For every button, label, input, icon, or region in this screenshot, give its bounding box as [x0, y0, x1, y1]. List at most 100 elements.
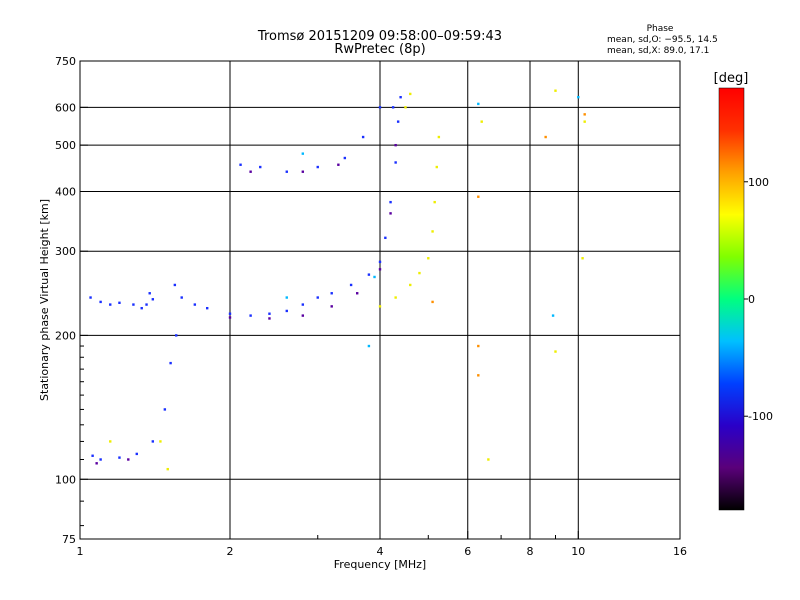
data-point: [477, 195, 480, 198]
data-point: [166, 467, 169, 471]
data-point: [249, 170, 252, 173]
data-point: [487, 458, 490, 461]
data-point: [337, 163, 340, 166]
data-point: [268, 312, 271, 315]
data-point: [367, 273, 371, 276]
data-point: [433, 200, 436, 204]
data-point: [409, 283, 412, 287]
data-point: [175, 334, 178, 337]
x-axis-label: Frequency [MHz]: [334, 558, 426, 571]
data-point: [151, 440, 155, 443]
x-tick-label: 8: [527, 545, 534, 558]
data-point: [109, 303, 112, 306]
data-point: [480, 120, 483, 123]
y-tick-label: 750: [55, 55, 76, 68]
data-point: [109, 440, 112, 443]
data-point: [431, 230, 434, 233]
data-point: [437, 135, 441, 139]
data-point: [239, 163, 242, 166]
data-point: [285, 309, 288, 313]
data-point: [135, 452, 138, 456]
data-point: [396, 120, 400, 123]
y-axis-label: Stationary phase Virtual Height [km]: [38, 199, 51, 401]
data-point: [361, 135, 365, 139]
data-point: [249, 314, 252, 317]
data-point: [343, 156, 347, 160]
x-tick-label: 10: [571, 545, 585, 558]
data-point: [349, 283, 353, 287]
y-tick-label: 300: [55, 245, 76, 258]
data-point: [89, 296, 92, 299]
y-tick-label: 200: [55, 329, 76, 342]
x-tick-label: 1: [77, 545, 84, 558]
data-point: [301, 303, 305, 306]
data-point: [554, 89, 557, 92]
stats-x-mode: mean, sd,X: 89.0, 17.1: [607, 46, 709, 56]
x-tick-label: 2: [227, 545, 234, 558]
data-point: [435, 165, 438, 169]
data-point: [301, 314, 305, 317]
data-point: [418, 271, 421, 275]
colorbar-label: [deg]: [714, 71, 749, 86]
colorbar: [718, 87, 745, 511]
data-point: [394, 161, 397, 164]
data-point: [384, 236, 387, 240]
data-points: [89, 89, 586, 471]
data-point: [99, 458, 102, 461]
x-axis-ticks: 1 2 4 6 8 10 16: [77, 531, 687, 558]
data-point: [118, 456, 121, 459]
data-point: [163, 408, 167, 411]
data-point: [378, 268, 382, 271]
data-point: [367, 344, 371, 348]
data-point: [228, 316, 232, 319]
data-point: [330, 305, 333, 308]
data-point: [132, 303, 135, 306]
colorbar-tick-label: 0: [748, 293, 755, 306]
data-point: [180, 296, 183, 299]
data-point: [378, 305, 382, 308]
colorbar-tick-label: 100: [748, 176, 769, 189]
data-point: [301, 152, 305, 155]
data-point: [169, 361, 172, 365]
y-tick-label: 100: [55, 473, 76, 486]
data-point: [577, 95, 580, 99]
x-tick-label: 4: [377, 545, 384, 558]
data-point: [330, 292, 333, 295]
chart-subtitle: RwPretec (8p): [334, 42, 425, 57]
data-point: [431, 300, 434, 304]
data-point: [355, 292, 359, 295]
data-point: [394, 296, 397, 299]
data-point: [373, 275, 376, 279]
data-point: [228, 312, 232, 315]
data-point: [301, 170, 305, 173]
data-point: [544, 135, 547, 139]
data-point: [583, 113, 586, 116]
data-point: [551, 314, 555, 317]
data-point: [554, 350, 557, 353]
data-point: [477, 344, 480, 348]
x-tick-label: 16: [673, 545, 687, 558]
y-tick-label: 600: [55, 101, 76, 114]
data-point: [173, 283, 177, 287]
data-point: [583, 120, 586, 123]
data-point: [394, 143, 397, 147]
data-point: [316, 296, 319, 299]
data-point: [477, 374, 480, 377]
data-point: [151, 298, 155, 301]
y-tick-label: 75: [62, 533, 76, 546]
data-point: [389, 212, 392, 215]
data-point: [391, 106, 395, 109]
chart-title: Tromsø 20151209 09:58:00–09:59:43: [257, 29, 502, 44]
data-point: [205, 306, 209, 310]
data-point: [148, 292, 151, 295]
data-point: [581, 257, 584, 260]
data-point: [145, 303, 148, 306]
data-point: [409, 92, 412, 96]
colorbar-tick-label: -100: [748, 410, 773, 423]
data-point: [159, 440, 162, 443]
data-point: [259, 165, 262, 169]
data-point: [389, 200, 392, 204]
y-tick-label: 500: [55, 139, 76, 152]
